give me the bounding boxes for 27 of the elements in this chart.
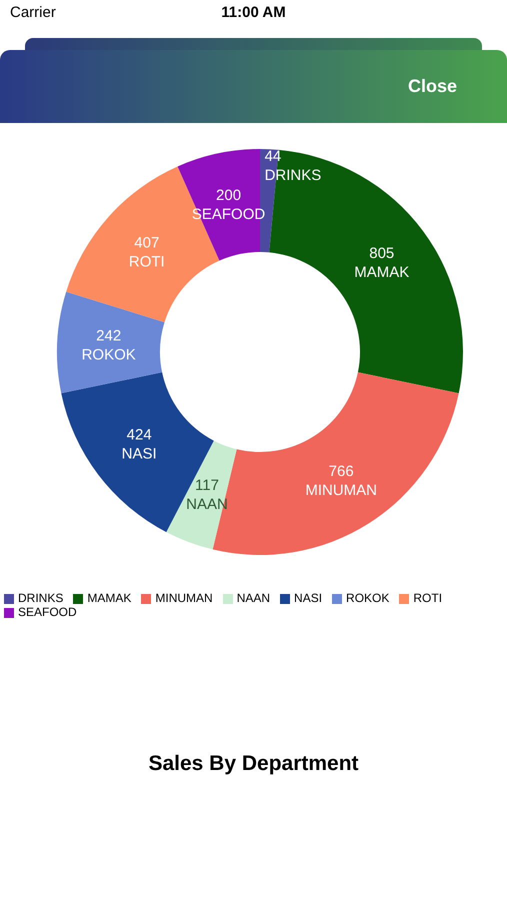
- data-label: 424: [126, 426, 152, 444]
- legend-label: ROTI: [413, 591, 442, 605]
- data-label: 766: [328, 462, 354, 480]
- legend-label: DRINKS: [18, 591, 64, 605]
- donut-slice: [166, 440, 237, 550]
- legend-label: NAAN: [236, 591, 270, 605]
- slice-label: MAMAK: [354, 264, 410, 281]
- slice-label: SEAFOOD: [192, 206, 266, 223]
- slice-label: NASI: [122, 445, 157, 462]
- text: 11:00 AM: [221, 4, 286, 21]
- legend-label: SEAFOOD: [18, 605, 77, 619]
- legend-label: MINUMAN: [155, 591, 213, 605]
- text: Close: [408, 76, 457, 97]
- text: Sales By Department: [147, 752, 360, 776]
- data-label: 242: [96, 328, 122, 345]
- donut-slice: [57, 292, 165, 394]
- data-label: 117: [195, 476, 219, 494]
- slice-label: ROTI: [128, 253, 165, 270]
- data-label: 805: [369, 244, 394, 262]
- legend-label: MAMAK: [87, 591, 132, 605]
- data-label: 407: [134, 234, 160, 252]
- data-label: 200: [216, 186, 242, 204]
- text: Carrier: [10, 4, 56, 21]
- slice-label: ROKOK: [82, 346, 136, 364]
- legend-label: NASI: [294, 591, 322, 605]
- slice-label: MINUMAN: [305, 482, 378, 499]
- legend-label: ROKOK: [346, 591, 390, 605]
